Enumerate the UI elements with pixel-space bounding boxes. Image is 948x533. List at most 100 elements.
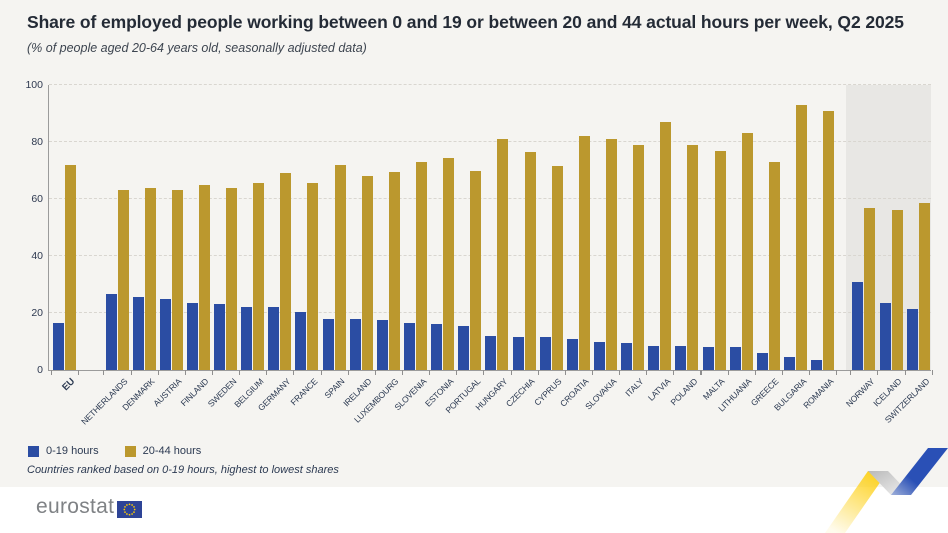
bar-lithuania-0-19-hours [729,347,741,370]
axis-tick [456,370,457,375]
legend-swatch-blue [28,445,39,457]
bar-luxembourg-0-19-hours [376,320,388,370]
gridline-80 [49,141,931,142]
axis-tick [836,370,837,375]
axis-tick [619,370,620,375]
bar-greece-0-19-hours [756,352,768,370]
bar-slovenia-0-19-hours [404,322,416,370]
bar-romania-20-44-hours [823,110,835,370]
axis-tick [348,370,349,375]
axis-tick [103,370,104,375]
y-axis-label-0: 0 [37,364,43,376]
bar-eu-0-19-hours [52,322,64,370]
bar-norway-20-44-hours [864,207,875,370]
axis-tick [755,370,756,375]
bar-germany-20-44-hours [280,173,292,370]
bar-spain-20-44-hours [334,164,346,370]
bar-sweden-0-19-hours [214,304,226,370]
legend-label: 0-19 hours [46,445,99,457]
y-axis-label-80: 80 [31,136,43,148]
axis-tick [78,370,79,375]
bar-belgium-0-19-hours [241,307,253,370]
bar-croatia-20-44-hours [578,136,590,370]
plot-area: 0 20 40 60 80 100 EU Netherlands Denmark Austria F… [25,79,933,427]
axis-tick [212,370,213,375]
bar-czechia-20-44-hours [524,151,536,370]
axis-tick [538,370,539,375]
bar-iceland-20-44-hours [891,210,903,370]
axis-tick [701,370,702,375]
y-axis-label-20: 20 [31,307,43,319]
y-axis-label-40: 40 [31,250,43,262]
bar-latvia-20-44-hours [660,122,672,370]
bar-sweden-20-44-hours [226,187,238,370]
bar-switzerland-0-19-hours [907,308,918,370]
axis-tick [375,370,376,375]
bar-poland-0-19-hours [675,345,687,370]
axis-tick [511,370,512,375]
bar-netherlands-0-19-hours [105,294,117,370]
bar-austria-20-44-hours [171,190,183,370]
axis-tick [700,370,701,375]
bar-finland-0-19-hours [186,303,198,370]
gridline-60 [49,198,931,199]
bar-france-20-44-hours [307,183,319,370]
axis-tick [877,370,878,375]
legend-label: 20-44 hours [142,445,202,457]
bar-slovakia-0-19-hours [594,341,606,370]
legend-item-20-44-hours: 20-44 hours [124,445,202,457]
bar-greece-20-44-hours [768,161,780,370]
axis-tick [321,370,322,375]
axis-tick [293,370,294,375]
bar-bulgaria-0-19-hours [784,357,795,370]
bar-portugal-20-44-hours [470,170,482,370]
bar-iceland-0-19-hours [879,303,891,370]
gridline-20 [49,312,931,313]
axis-tick [483,370,484,375]
bar-czechia-0-19-hours [512,337,524,370]
bar-norway-0-19-hours [852,281,863,370]
axis-tick [592,370,593,375]
y-axis-label-100: 100 [25,79,43,91]
eu-flag-icon [117,500,143,518]
ranking-footnote: Countries ranked based on 0-19 hours, hi… [27,464,339,476]
bar-netherlands-20-44-hours [117,190,129,370]
legend-swatch-gold [124,445,136,457]
axis-tick [782,370,783,375]
gridline-40 [49,255,931,256]
axis-tick [565,370,566,375]
bar-spain-0-19-hours [322,318,334,370]
bar-france-0-19-hours [295,311,307,370]
chart-subtitle: (% of people aged 20-64 years old, seaso… [27,41,367,55]
y-axis-label-60: 60 [31,193,43,205]
axis-tick [850,370,851,375]
axis-tick [158,370,159,375]
bar-eu-20-44-hours [64,164,76,370]
axis-tick [932,370,933,375]
bar-croatia-0-19-hours [566,338,578,370]
axis-tick [673,370,674,375]
bar-poland-20-44-hours [687,144,699,370]
axis-tick [185,370,186,375]
axis-tick [646,370,647,375]
legend: 0-19 hours 20-44 hours [28,445,227,457]
bar-slovakia-20-44-hours [606,139,618,370]
bar-belgium-20-44-hours [253,183,265,370]
bar-finland-20-44-hours [198,184,210,370]
bar-slovenia-20-44-hours [416,161,428,370]
chart-title: Share of employed people working between… [27,12,904,32]
bar-hungary-0-19-hours [485,335,497,370]
axis-tick [131,370,132,375]
bar-estonia-0-19-hours [431,324,443,370]
chart-card: Share of employed people working between… [0,0,948,487]
footer: eurostat [0,487,948,533]
axis-tick [51,370,52,375]
axis-tick [402,370,403,375]
axis-tick [905,370,906,375]
bar-hungary-20-44-hours [497,139,509,370]
legend-item-0-19-hours: 0-19 hours [28,445,99,457]
bar-italy-0-19-hours [621,342,633,370]
zigzag-ribbon-decoration [825,448,948,533]
bar-cyprus-20-44-hours [551,166,563,370]
